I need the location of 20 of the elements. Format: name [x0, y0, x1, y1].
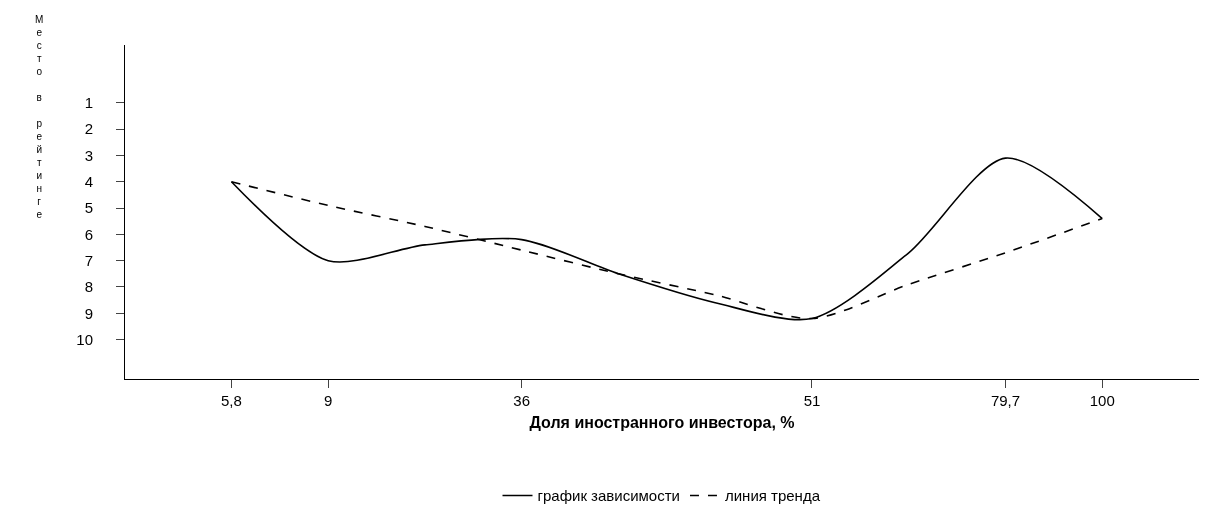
x-tick-label: 36 [513, 392, 531, 409]
x-tick-label: 79,7 [990, 392, 1021, 409]
x-tick-label: 9 [324, 392, 333, 409]
y-tick-label: 8 [84, 278, 93, 296]
x-tick-label: 51 [803, 392, 821, 409]
x-tick-label: 5,8 [221, 392, 242, 409]
y-tick-label: 9 [84, 304, 93, 322]
y-tick-label: 1 [84, 94, 93, 112]
y-tick-label: 3 [84, 146, 93, 164]
y-tick-label: 2 [84, 120, 93, 138]
y-tick-label: 5 [84, 199, 93, 217]
y-tick-label: 4 [84, 173, 93, 191]
legend-label: линия тренда [724, 487, 821, 505]
y-tick-label: 10 [76, 330, 93, 348]
x-axis-title: Доля иностранного инвестора, % [529, 413, 795, 431]
y-tick-label: 6 [84, 225, 93, 243]
legend-label: график зависимости [537, 487, 680, 505]
y-tick-label: 7 [84, 251, 93, 269]
text: Место в рейтинге [35, 14, 44, 220]
x-tick-label: 100 [1089, 392, 1115, 409]
